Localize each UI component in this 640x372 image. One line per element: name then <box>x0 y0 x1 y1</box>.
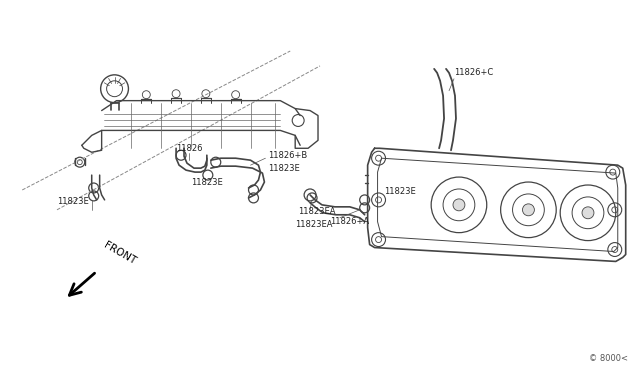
Text: 11826+C: 11826+C <box>454 68 493 77</box>
Text: 11823E: 11823E <box>268 164 300 173</box>
Text: 11823EA: 11823EA <box>295 220 333 229</box>
Circle shape <box>522 204 534 216</box>
Text: 11823E: 11823E <box>57 198 89 206</box>
Text: 11823EA: 11823EA <box>298 207 335 216</box>
Text: FRONT: FRONT <box>102 240 137 266</box>
Circle shape <box>453 199 465 211</box>
Text: 11826+A: 11826+A <box>330 217 369 226</box>
Text: © 8000<: © 8000< <box>589 354 628 363</box>
Text: 11823E: 11823E <box>385 187 416 196</box>
Circle shape <box>582 207 594 219</box>
Text: 11826+B: 11826+B <box>268 151 308 160</box>
Text: 11823E: 11823E <box>191 177 223 186</box>
Text: 11826: 11826 <box>176 144 202 153</box>
